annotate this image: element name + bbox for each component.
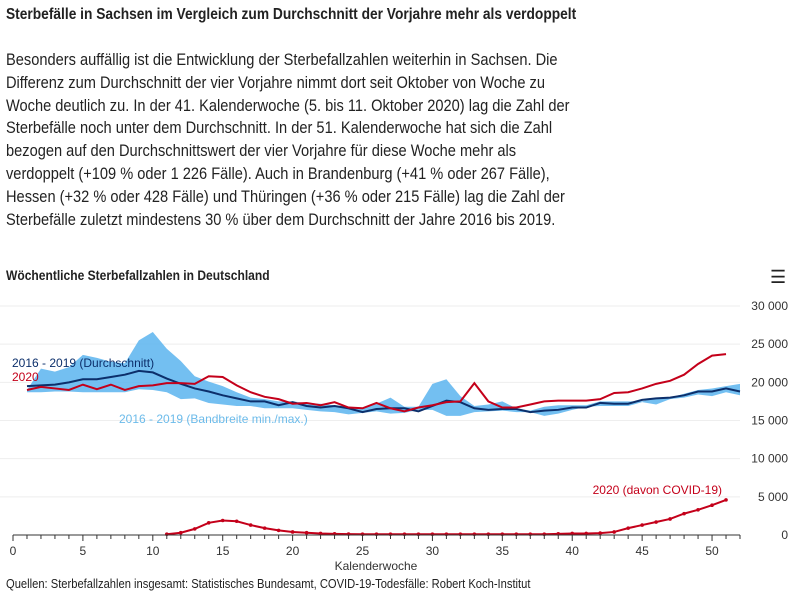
paragraph-line: Besonders auffällig ist die Entwicklung …: [6, 50, 558, 69]
chart-title: Wöchentliche Sterbefallzahlen in Deutsch…: [6, 267, 270, 283]
article-paragraph: Besonders auffällig ist die Entwicklung …: [6, 49, 569, 231]
covid-point: [654, 520, 658, 524]
covid-point: [668, 517, 672, 521]
covid-point: [710, 503, 714, 508]
covid-point: [304, 530, 309, 535]
y-tick-label: 20 000: [751, 375, 788, 389]
paragraph-line: bezogen auf den Durchschnittswert der vi…: [6, 141, 517, 161]
covid-point: [248, 523, 253, 527]
y-tick-label: 10 000: [751, 452, 788, 466]
x-tick-label: 20: [286, 544, 300, 558]
covid-point: [696, 508, 700, 512]
y-tick-label: 0: [781, 528, 788, 542]
label-2020: 2020: [12, 370, 39, 384]
band-area: [26, 331, 740, 416]
x-tick-label: 45: [635, 544, 649, 558]
hamburger-menu-icon[interactable]: ☰: [770, 267, 787, 287]
x-tick-label: 5: [80, 544, 87, 558]
headline: Sterbefälle in Sachsen im Vergleich zum …: [6, 6, 577, 23]
covid-point: [262, 526, 267, 530]
covid-point: [570, 531, 575, 536]
chart: 0 5 000 10 000 15 000 20 000 25 000 30 000 0 5 10…: [0, 299, 788, 573]
covid-point: [318, 531, 323, 536]
covid-point: [612, 530, 616, 534]
covid-point: [682, 511, 686, 516]
covid-point: [724, 498, 728, 502]
covid-point: [178, 530, 183, 535]
covid-point: [234, 519, 239, 524]
y-tick-label: 25 000: [751, 337, 788, 351]
label-average: 2016 - 2019 (Durchschnitt): [12, 356, 154, 370]
covid-line: [166, 498, 727, 536]
x-tick-label: 30: [426, 544, 440, 558]
covid-point: [192, 527, 197, 531]
paragraph-line: verdoppelt (+109 % oder 1 226 Fälle). Au…: [6, 163, 550, 183]
y-tick-label: 30 000: [751, 299, 788, 313]
paragraph-line: Woche deutlich zu. In der 41. Kalenderwo…: [6, 95, 570, 115]
x-tick-label: 40: [566, 544, 580, 558]
paragraph-line: Sterbefälle zuletzt mindestens 30 % über…: [6, 209, 556, 229]
paragraph-line: Hessen (+32 % oder 428 Fälle) und Thürin…: [6, 186, 565, 206]
x-tick-label: 10: [146, 544, 160, 558]
line-2020: [26, 353, 727, 413]
covid-point: [626, 526, 630, 530]
x-tick-label: 35: [496, 544, 510, 558]
x-axis-label: Kalenderwoche: [335, 559, 418, 573]
paragraph-line: Sterbefälle noch unter dem Durchschnitt.…: [6, 118, 553, 138]
x-tick-label: 50: [705, 544, 719, 558]
covid-point: [220, 518, 225, 523]
source-note: Quellen: Sterbefallzahlen insgesamt: Sta…: [6, 576, 531, 591]
average-line: [26, 369, 741, 414]
x-tick-label: 25: [356, 544, 370, 558]
paragraph-line: Differenz zum Durchschnitt der vier Vorj…: [6, 72, 545, 92]
y-tick-label: 15 000: [751, 414, 788, 428]
covid-point: [598, 531, 602, 535]
y-tick-label: 5 000: [758, 490, 788, 504]
x-tick-label: 0: [10, 544, 17, 558]
label-band: 2016 - 2019 (Bandbreite min./max.): [119, 412, 308, 426]
covid-point: [290, 530, 295, 534]
covid-point: [276, 528, 281, 533]
covid-point: [584, 531, 589, 536]
x-tick-label: 15: [216, 544, 230, 558]
covid-point: [206, 520, 211, 525]
covid-point: [640, 523, 644, 527]
label-covid: 2020 (davon COVID-19): [593, 483, 722, 497]
